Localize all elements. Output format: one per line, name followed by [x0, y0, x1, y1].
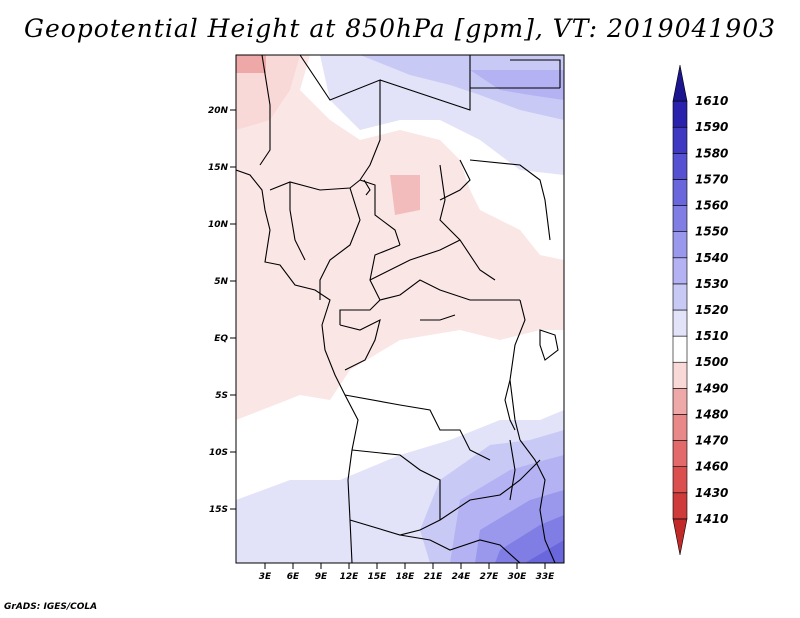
lat-label-5s: 5S	[215, 391, 228, 401]
colorbar-label: 1580	[695, 146, 728, 160]
map-frame	[235, 54, 565, 564]
colorbar-swatch	[672, 153, 688, 180]
country-borders	[236, 55, 561, 563]
lake-victoria	[539, 329, 559, 361]
colorbar-label: 1550	[695, 225, 728, 239]
colorbar-label: 1480	[695, 407, 728, 421]
colorbar-label: 1470	[695, 434, 728, 448]
chart-title: Geopotential Height at 850hPa [gpm], VT:…	[23, 14, 777, 43]
lat-label-15s: 15S	[209, 505, 228, 515]
colorbar-swatch	[672, 414, 688, 441]
lon-label-3e: 3E	[259, 572, 272, 582]
colorbar-label: 1410	[695, 512, 728, 526]
colorbar-swatch	[672, 309, 688, 337]
border-zambia-east	[439, 459, 541, 521]
border-congo	[339, 318, 381, 371]
colorbar-label: 1460	[695, 460, 728, 474]
border-ne	[510, 59, 561, 88]
colorbar-swatch	[672, 388, 688, 415]
colorbar-swatch	[672, 492, 688, 520]
colorbar: 1410 1430 1460 1470 1480 1490 1500 1510 1520 1530…	[672, 64, 728, 556]
colorbar-swatch	[672, 231, 688, 259]
border-libya	[379, 55, 471, 111]
colorbar-swatch	[672, 100, 688, 128]
grads-credit: GrADS: IGES/COLA	[4, 602, 98, 612]
colorbar-swatch	[672, 466, 688, 494]
lon-label-6e: 6E	[287, 572, 300, 582]
lon-label-27e: 27E	[480, 572, 500, 582]
lake-tanganyika	[504, 379, 516, 431]
colorbar-swatch	[672, 126, 688, 154]
border-namibia	[399, 534, 521, 563]
lat-label-15n: 15N	[208, 163, 229, 173]
lat-label-10s: 10S	[209, 448, 228, 458]
border-car-drc	[379, 279, 520, 301]
colorbar-label: 1540	[695, 251, 728, 265]
height-field	[236, 55, 564, 563]
field-1570-south	[525, 540, 564, 563]
lon-label-33e: 33E	[536, 572, 556, 582]
colorbar-label: 1430	[695, 486, 728, 500]
border-sudan-chad	[439, 159, 471, 201]
colorbar-swatch	[672, 283, 688, 311]
border-nw	[259, 55, 271, 166]
lat-label-10n: 10N	[208, 220, 229, 230]
field-1490-corner	[236, 55, 266, 73]
lon-label-18e: 18E	[396, 572, 416, 582]
lon-label-12e: 12E	[340, 572, 360, 582]
colorbar-label: 1610	[695, 94, 728, 108]
border-mozambique	[519, 439, 556, 563]
border-angola-drc	[344, 394, 491, 461]
lon-label-15e: 15E	[368, 572, 388, 582]
border-niger-algeria	[299, 55, 381, 181]
lake-malawi	[509, 439, 516, 501]
lon-label-21e: 21E	[424, 572, 444, 582]
colorbar-label: 1510	[695, 329, 728, 343]
lat-label-eq: EQ	[214, 334, 228, 344]
colorbar-label: 1520	[695, 303, 728, 317]
colorbar-label: 1560	[695, 199, 728, 213]
colorbar-swatch	[672, 257, 688, 285]
border-sudan-east	[469, 159, 551, 241]
border-chad-west	[359, 179, 401, 246]
border-niger-south	[269, 179, 361, 191]
colorbar-label: 1490	[695, 381, 728, 395]
colorbar-label: 1570	[695, 172, 728, 186]
border-benin	[289, 182, 306, 261]
colorbar-label: 1500	[695, 355, 728, 369]
colorbar-label: 1530	[695, 277, 728, 291]
border-car-north	[369, 239, 461, 281]
border-nigeria-cameroon	[319, 187, 361, 300]
colorbar-swatch	[672, 64, 688, 102]
colorbar-swatch	[672, 518, 688, 556]
lon-axis: 3E 6E 9E 12E 15E 18E 21E 24E 27E 30E 33E	[259, 563, 555, 582]
colorbar-swatch	[672, 361, 688, 389]
lon-label-9e: 9E	[315, 572, 328, 582]
colorbar-swatch	[672, 179, 688, 206]
lon-label-30e: 30E	[508, 572, 528, 582]
field-1540-north	[470, 70, 564, 100]
lat-label-5n: 5N	[214, 277, 228, 287]
river-congo	[420, 314, 456, 321]
colorbar-swatch	[672, 440, 688, 467]
field-1490-center	[390, 175, 420, 215]
lon-label-24e: 24E	[452, 572, 472, 582]
colorbar-swatch	[672, 205, 688, 232]
lat-axis: 20N 15N 10N 5N EQ 5S 10S 15S	[208, 106, 236, 515]
field-white-basin	[440, 340, 520, 420]
border-angola-zambia	[349, 449, 441, 536]
lake-chad	[363, 179, 371, 196]
colorbar-swatch	[672, 335, 688, 363]
border-drc-east	[509, 299, 526, 441]
border-chad-sudan	[439, 164, 496, 281]
colorbar-label: 1590	[695, 120, 728, 134]
lat-label-20n: 20N	[208, 106, 229, 116]
